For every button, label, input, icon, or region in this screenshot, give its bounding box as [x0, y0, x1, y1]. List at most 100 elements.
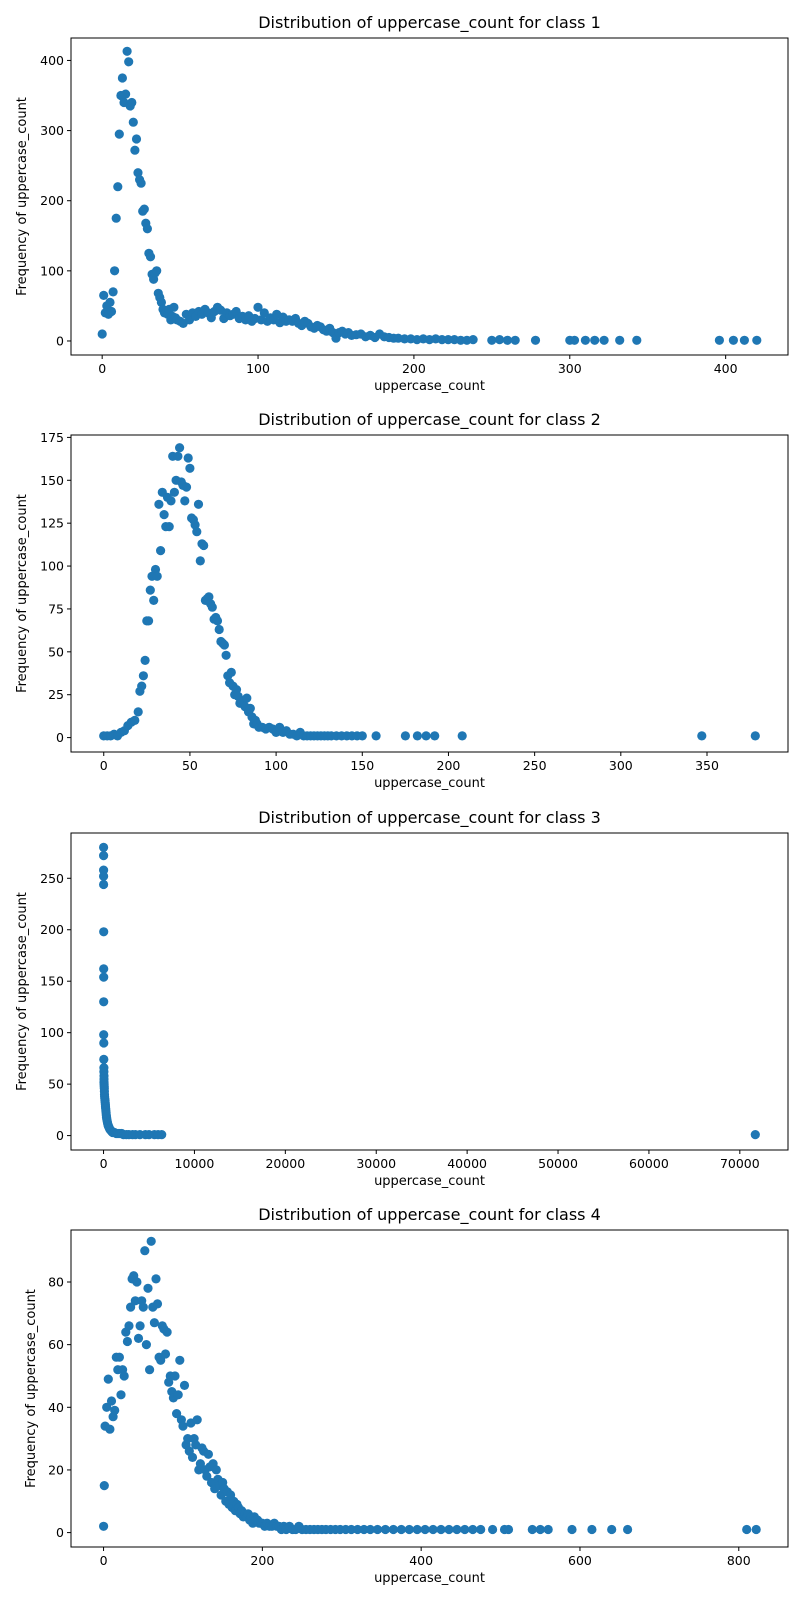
data-point [172, 1409, 182, 1419]
data-point [502, 335, 512, 345]
data-point [372, 1524, 383, 1535]
x-tick-label: 300 [609, 758, 633, 773]
y-tick-label: 0 [56, 730, 64, 745]
data-point [503, 1524, 514, 1535]
data-point [130, 1296, 140, 1306]
chart-panel-class-1: Distribution of uppercase_count for clas… [15, 13, 789, 394]
chart-title: Distribution of uppercase_count for clas… [258, 410, 601, 430]
data-point [400, 731, 410, 741]
data-point [412, 1524, 422, 1535]
data-point [156, 1355, 166, 1365]
data-point [124, 1321, 134, 1331]
data-point [203, 1449, 213, 1459]
x-tick-label: 10000 [175, 1156, 215, 1171]
x-tick-label: 0 [98, 361, 106, 376]
data-point [99, 1038, 109, 1048]
x-axis-label: uppercase_count [374, 776, 485, 791]
y-tick-label: 0 [56, 1525, 64, 1540]
data-point [632, 335, 642, 345]
data-point [146, 1236, 156, 1246]
data-points [97, 46, 762, 345]
y-tick-label: 150 [40, 974, 64, 989]
data-point [253, 302, 263, 312]
data-point [357, 731, 367, 741]
data-point [149, 595, 159, 606]
data-point [151, 1274, 161, 1284]
data-point [535, 1524, 545, 1535]
y-axis-label: Frequency of uppercase_count [15, 892, 30, 1091]
data-point [212, 616, 223, 626]
plot-frame [70, 434, 789, 753]
data-point [742, 1524, 752, 1535]
data-point [128, 117, 138, 127]
data-point [457, 731, 467, 741]
data-point [99, 851, 109, 861]
data-point [510, 335, 520, 345]
data-point [110, 1405, 120, 1415]
data-point [130, 145, 140, 155]
x-tick-label: 800 [727, 1553, 751, 1568]
x-tick-label: 400 [714, 361, 738, 376]
data-point [388, 1524, 398, 1535]
data-point [488, 1524, 498, 1535]
data-point [231, 306, 241, 317]
data-point [164, 522, 174, 532]
data-point [142, 224, 152, 234]
data-point [113, 182, 123, 192]
y-tick-label: 50 [48, 644, 64, 659]
y-tick-label: 0 [56, 1128, 64, 1143]
data-point [108, 287, 118, 297]
data-point [110, 266, 120, 276]
data-point [183, 1434, 193, 1444]
data-point [452, 1524, 462, 1535]
data-point [131, 134, 142, 144]
data-point [420, 1524, 430, 1535]
y-tick-label: 100 [40, 559, 64, 574]
y-tick-label: 125 [40, 516, 64, 531]
data-point [380, 1524, 390, 1535]
data-point [207, 602, 217, 612]
data-point [353, 1524, 363, 1535]
data-point [99, 1521, 109, 1531]
data-point [121, 89, 131, 99]
data-point [192, 527, 202, 537]
data-point [99, 879, 109, 890]
data-point [132, 1277, 142, 1287]
x-tick-label: 70000 [720, 1156, 760, 1171]
data-point [495, 335, 505, 345]
data-point [371, 731, 381, 741]
chart-title: Distribution of uppercase_count for clas… [258, 13, 601, 33]
data-point [428, 1524, 438, 1535]
data-point [159, 509, 169, 520]
data-point [152, 1299, 163, 1309]
data-point [166, 496, 176, 506]
chart-title: Distribution of uppercase_count for clas… [258, 808, 601, 828]
data-point [543, 1524, 553, 1535]
data-point [99, 964, 109, 974]
data-point [124, 57, 134, 67]
data-point [99, 997, 109, 1007]
data-point [149, 1318, 159, 1328]
data-point [444, 1524, 454, 1535]
data-point [130, 715, 140, 726]
y-tick-label: 175 [40, 430, 64, 445]
x-axis-label: uppercase_count [374, 1174, 485, 1189]
data-point [175, 443, 185, 453]
data-point [195, 556, 205, 566]
data-point [145, 252, 156, 262]
data-point [138, 1302, 148, 1312]
data-point [752, 335, 762, 345]
data-point [175, 1355, 185, 1365]
data-point [623, 1524, 633, 1535]
x-axis-label: uppercase_count [374, 379, 485, 394]
data-point [135, 1321, 145, 1331]
data-point [152, 266, 162, 276]
data-point [460, 1524, 470, 1535]
data-point [615, 335, 625, 345]
data-point [242, 693, 252, 703]
data-point [169, 302, 179, 312]
data-point [195, 1459, 205, 1469]
x-tick-label: 0 [100, 1553, 108, 1568]
data-point [105, 297, 115, 307]
y-tick-label: 300 [40, 123, 64, 138]
